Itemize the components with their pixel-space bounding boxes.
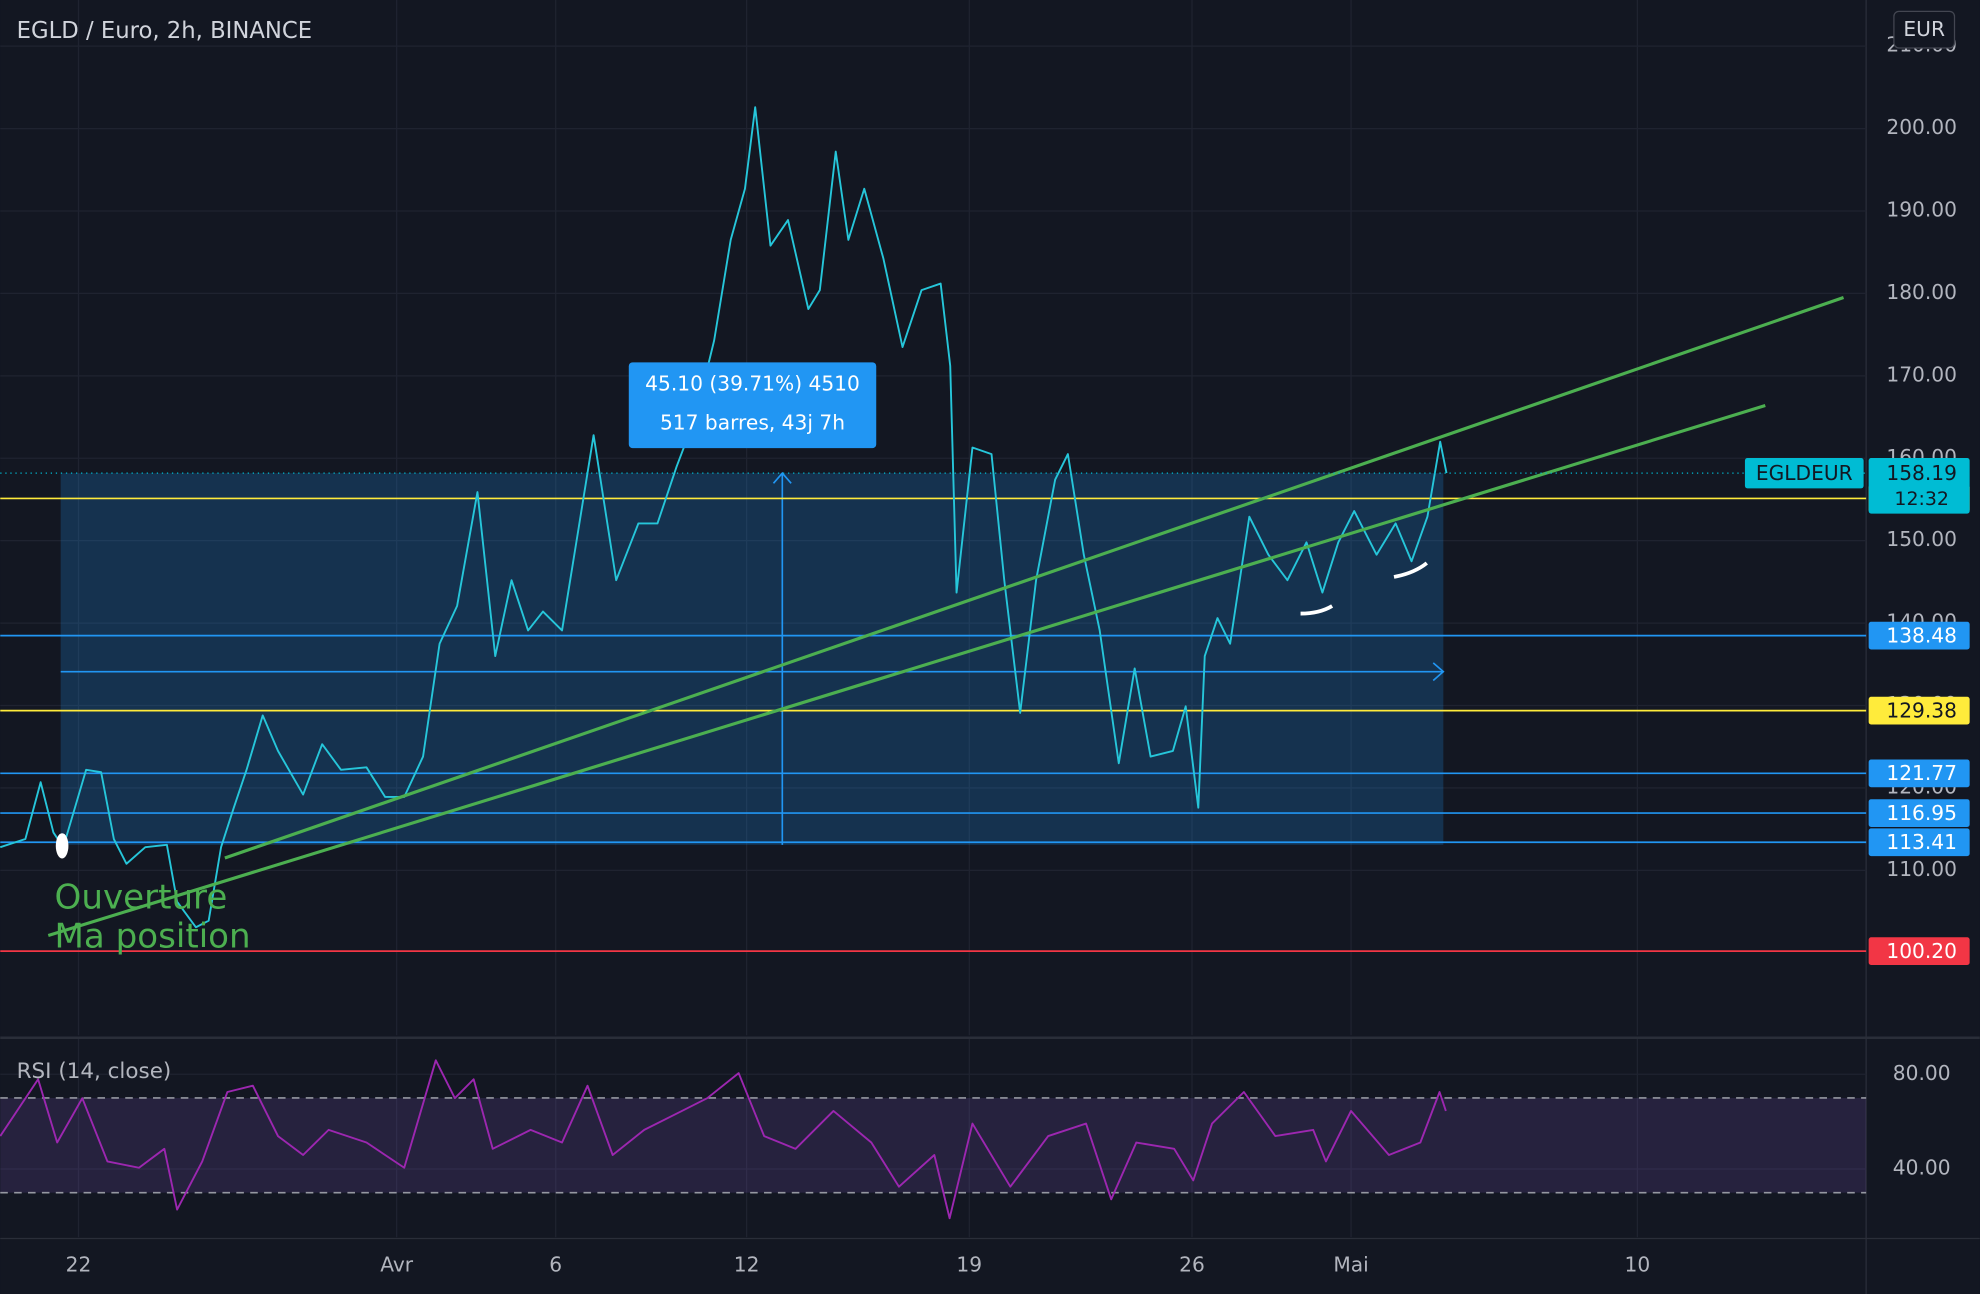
y-tick-label: 110.00 (1886, 857, 1957, 881)
level-tag (1868, 696, 1970, 725)
level-tag (1868, 799, 1970, 827)
annotation: Ma position (55, 916, 251, 956)
annotation: Ouverture (55, 877, 228, 917)
level-tag (1868, 759, 1970, 788)
y-tick-label: 40.00 (1893, 1155, 1951, 1179)
x-tick-label: 22 (66, 1253, 92, 1277)
measure-tooltip (628, 362, 877, 449)
measure-arrowhead (1432, 662, 1445, 682)
marker (55, 833, 69, 859)
currency-label[interactable]: EUR (1903, 17, 1945, 41)
x-tick-label: 6 (549, 1253, 562, 1277)
level-label: 113.41 (1886, 830, 1957, 854)
measure-arrowhead (772, 471, 792, 484)
series-line (0, 1059, 1447, 1220)
trend-line (224, 296, 1845, 860)
measure-label: 45.10 (39.71%) 4510 (645, 372, 860, 396)
x-tick-label: 10 (1625, 1253, 1651, 1277)
marker (1300, 604, 1334, 616)
currency-button[interactable] (1893, 10, 1956, 49)
y-tick-label: 170.00 (1886, 362, 1957, 386)
rsi-band (0, 1097, 1867, 1193)
countdown-label: 12:32 (1894, 488, 1949, 510)
level-tag (1868, 828, 1970, 857)
pane-title: RSI (14, close) (17, 1059, 172, 1084)
level-label: 121.77 (1886, 761, 1957, 785)
measure-label: 517 barres, 43j 7h (660, 411, 845, 435)
level-label: 116.95 (1886, 801, 1957, 825)
measure-box (60, 473, 1444, 845)
level-label: 138.48 (1886, 623, 1957, 647)
y-tick-label: 180.00 (1886, 280, 1957, 304)
y-tick-label: 200.00 (1886, 115, 1957, 139)
y-tick-label: 190.00 (1886, 197, 1957, 221)
marker (1393, 561, 1428, 579)
last-price-label: 158.19 (1886, 461, 1957, 485)
chart-title: EGLD / Euro, 2h, BINANCE (17, 18, 312, 44)
y-tick-label: 150.00 (1886, 527, 1957, 551)
y-tick-label: 80.00 (1893, 1061, 1951, 1085)
symbol-label: EGLDEUR (1756, 461, 1853, 485)
x-tick-label: Avr (380, 1253, 414, 1277)
last-price-tag (1868, 458, 1970, 514)
x-tick-label: 12 (734, 1253, 760, 1277)
symbol-tag (1744, 458, 1864, 489)
trend-line (47, 404, 1766, 937)
x-tick-label: Mai (1333, 1253, 1368, 1277)
level-tag (1868, 621, 1970, 650)
level-tag (1868, 937, 1970, 966)
series-line (0, 106, 1448, 929)
level-label: 100.20 (1886, 939, 1957, 963)
x-tick-label: 19 (956, 1253, 982, 1277)
level-label: 129.38 (1886, 698, 1957, 722)
x-tick-label: 26 (1179, 1253, 1205, 1277)
